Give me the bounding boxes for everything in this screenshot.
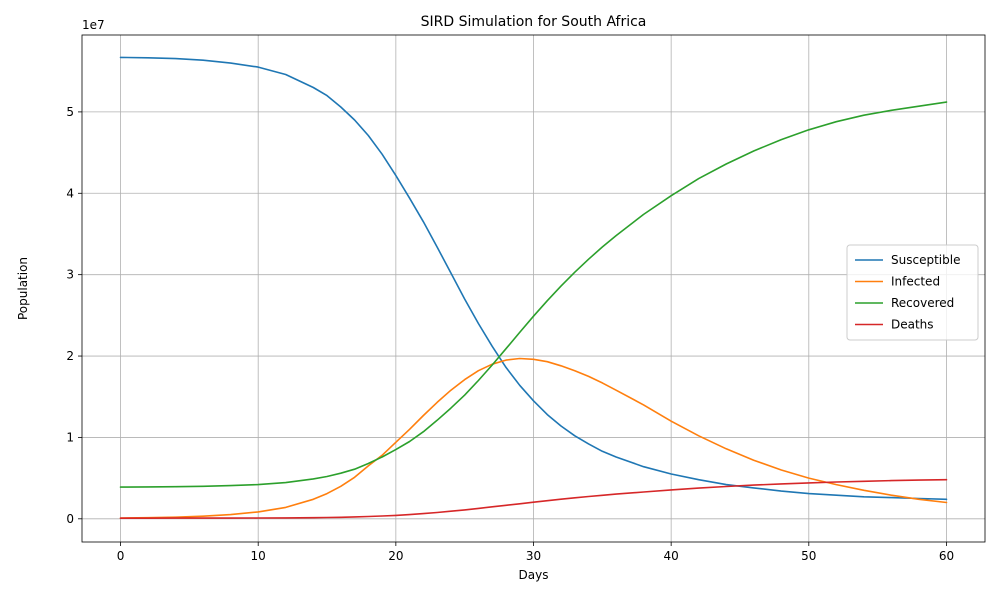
series-line-recovered bbox=[119, 101, 948, 488]
y-axis-label: Population bbox=[16, 257, 30, 320]
ticks-layer: 0 10 20 30 40 50 60 0 1 2 3 4 5 bbox=[66, 105, 954, 563]
y-tick-label: 3 bbox=[66, 268, 74, 282]
x-tick-label: 20 bbox=[388, 549, 403, 563]
y-tick-label: 2 bbox=[66, 349, 74, 363]
x-tick-label: 50 bbox=[801, 549, 816, 563]
x-tick-label: 60 bbox=[939, 549, 954, 563]
y-tick-label: 5 bbox=[66, 105, 74, 119]
y-tick-label: 4 bbox=[66, 186, 74, 200]
x-tick-label: 30 bbox=[526, 549, 541, 563]
x-axis-label: Days bbox=[519, 568, 549, 582]
series-line-infected bbox=[119, 357, 948, 519]
series-line-deaths bbox=[119, 478, 948, 520]
legend-label-susceptible: Susceptible bbox=[891, 253, 960, 267]
series-layer bbox=[119, 56, 948, 520]
x-tick-label: 0 bbox=[117, 549, 125, 563]
x-tick-label: 40 bbox=[664, 549, 679, 563]
legend: Susceptible Infected Recovered Deaths bbox=[846, 244, 979, 341]
legend-label-recovered: Recovered bbox=[891, 296, 954, 310]
y-axis-offset-text: 1e7 bbox=[82, 18, 105, 32]
x-tick-label: 10 bbox=[251, 549, 266, 563]
legend-label-deaths: Deaths bbox=[891, 318, 934, 332]
legend-box bbox=[846, 244, 979, 341]
legend-label-infected: Infected bbox=[891, 275, 940, 289]
y-tick-label: 1 bbox=[66, 430, 74, 444]
y-tick-label: 0 bbox=[66, 512, 74, 526]
chart-title: SIRD Simulation for South Africa bbox=[421, 14, 647, 30]
